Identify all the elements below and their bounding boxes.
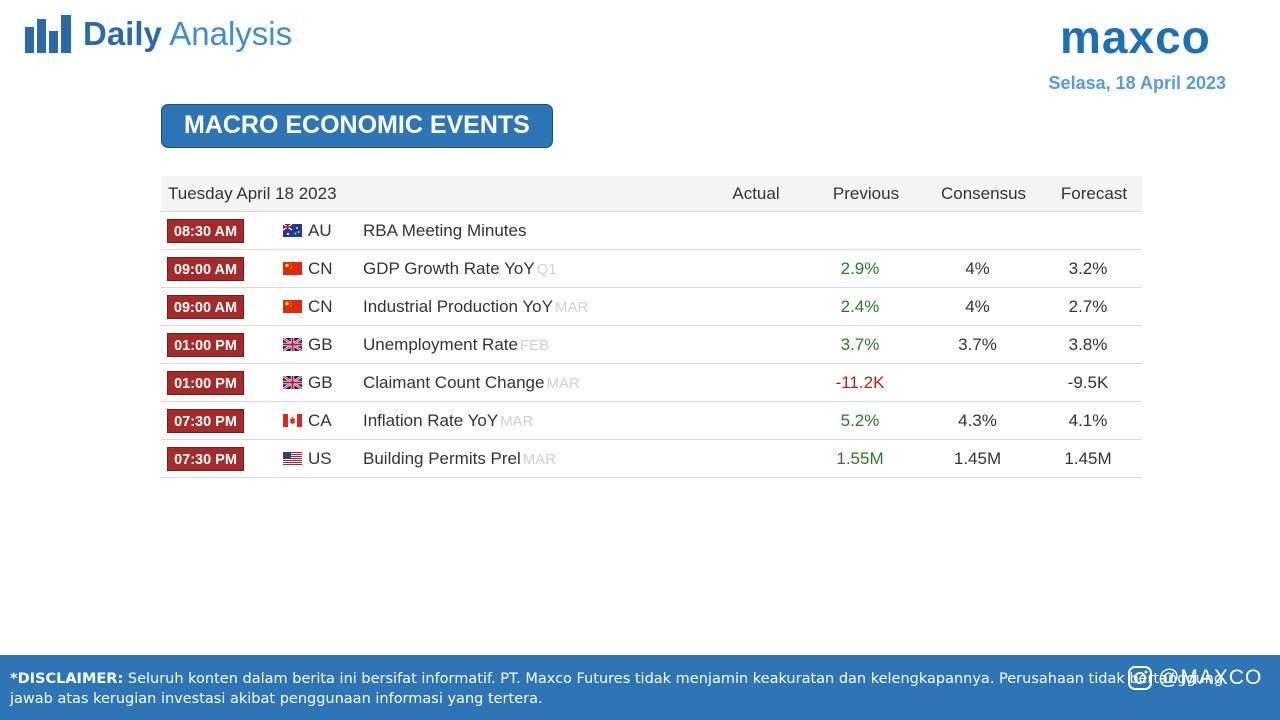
event-previous: 3.7% bbox=[840, 334, 880, 354]
social-handle[interactable]: @MAXCO bbox=[1158, 666, 1263, 689]
event-country: CN bbox=[283, 259, 363, 279]
event-row: 09:00 AM CN GDP Growth Rate YoY Q1 2.9% 4% 3.2… bbox=[161, 250, 1142, 288]
disclaimer: *DISCLAIMER: Seluruh konten dalam berita… bbox=[10, 669, 1225, 709]
event-row: 09:00 AM CN Industrial Production YoY MAR 2.… bbox=[161, 288, 1142, 326]
event-country: US bbox=[283, 449, 363, 469]
event-row: 08:30 AM AU RBA Meeting Minutes bbox=[161, 212, 1142, 250]
event-forecast: 3.8% bbox=[1068, 334, 1108, 354]
table-body: 08:30 AM AU RBA Meeting Minutes 09:00 AM CN G… bbox=[161, 212, 1142, 478]
event-time-badge: 01:00 PM bbox=[167, 370, 244, 395]
event-time-badge: 08:30 AM bbox=[167, 218, 244, 243]
country-code: AU bbox=[308, 220, 332, 240]
event-time-badge: 01:00 PM bbox=[167, 332, 244, 357]
country-code: CN bbox=[308, 296, 333, 316]
event-consensus: 1.45M bbox=[953, 448, 1002, 468]
event-row: 01:00 PM GB Unemployment Rate FEB 3.7% 3.7% 3.… bbox=[161, 326, 1142, 364]
cn-flag-icon bbox=[283, 300, 302, 313]
event-country: CA bbox=[283, 411, 363, 431]
disclaimer-label: *DISCLAIMER: bbox=[10, 671, 124, 687]
event-name: Claimant Count Change MAR bbox=[363, 373, 695, 393]
table-header: Tuesday April 18 2023 Actual Previous Co… bbox=[161, 176, 1142, 212]
event-title: Unemployment Rate bbox=[363, 334, 518, 354]
section-title-badge: MACRO ECONOMIC EVENTS bbox=[161, 104, 553, 148]
event-consensus: 4% bbox=[965, 258, 990, 278]
event-forecast: 3.2% bbox=[1068, 258, 1108, 278]
country-code: GB bbox=[308, 334, 333, 354]
gb-flag-icon bbox=[283, 376, 302, 389]
daily-analysis-brand: Daily Analysis bbox=[25, 14, 292, 54]
bar-chart-logo-icon bbox=[25, 15, 71, 53]
event-country: CN bbox=[283, 297, 363, 317]
gb-flag-icon bbox=[283, 338, 302, 351]
column-header-consensus: Consensus bbox=[940, 183, 1027, 203]
event-time-badge: 09:00 AM bbox=[167, 294, 244, 319]
brand-title-light: Analysis bbox=[169, 15, 293, 52]
event-name: Industrial Production YoY MAR bbox=[363, 297, 695, 317]
event-row: 01:00 PM GB Claimant Count Change MAR -11.2K… bbox=[161, 364, 1142, 402]
event-title: Claimant Count Change bbox=[363, 372, 545, 392]
event-period: Q1 bbox=[536, 260, 557, 278]
event-forecast: 1.45M bbox=[1064, 448, 1112, 468]
event-country: GB bbox=[283, 373, 363, 393]
event-name: RBA Meeting Minutes bbox=[363, 221, 695, 241]
event-country: GB bbox=[283, 335, 363, 355]
event-country: AU bbox=[283, 221, 363, 241]
column-header-previous: Previous bbox=[832, 183, 900, 203]
event-previous: 2.4% bbox=[840, 296, 880, 316]
event-title: Industrial Production YoY bbox=[363, 296, 553, 316]
event-forecast: 2.7% bbox=[1068, 296, 1108, 316]
event-period: MAR bbox=[500, 412, 534, 430]
event-name: Inflation Rate YoY MAR bbox=[363, 411, 695, 431]
event-previous: 2.9% bbox=[840, 258, 880, 278]
cn-flag-icon bbox=[283, 262, 302, 275]
brand-title-bold: Daily bbox=[83, 15, 162, 52]
event-period: MAR bbox=[522, 450, 557, 468]
event-consensus: 4.3% bbox=[958, 410, 997, 430]
country-code: US bbox=[308, 448, 332, 468]
event-consensus: 4% bbox=[965, 296, 990, 316]
brand-title: Daily Analysis bbox=[83, 14, 292, 54]
maxco-logo: maxco bbox=[1060, 11, 1211, 63]
event-title: RBA Meeting Minutes bbox=[363, 220, 527, 240]
event-row: 07:30 PM US Building Permits Prel MAR 1.55M 1… bbox=[161, 440, 1142, 478]
disclaimer-text: Seluruh konten dalam berita ini bersifat… bbox=[10, 671, 1224, 707]
event-title: Inflation Rate YoY bbox=[363, 410, 499, 430]
event-forecast: -9.5K bbox=[1067, 372, 1109, 392]
event-period: MAR bbox=[554, 298, 589, 316]
event-title: GDP Growth Rate YoY bbox=[363, 258, 535, 278]
event-previous: -11.2K bbox=[835, 372, 885, 392]
event-time-badge: 07:30 PM bbox=[167, 446, 244, 471]
country-code: GB bbox=[308, 372, 333, 392]
social-handle-block: @MAXCO bbox=[1128, 665, 1262, 691]
event-previous: 5.2% bbox=[840, 410, 880, 430]
facebook-instagram-icon bbox=[1128, 666, 1152, 690]
country-code: CN bbox=[308, 258, 333, 278]
event-time-badge: 09:00 AM bbox=[167, 256, 244, 281]
country-code: CA bbox=[308, 410, 332, 430]
au-flag-icon bbox=[283, 224, 302, 237]
event-name: Unemployment Rate FEB bbox=[363, 335, 695, 355]
event-period: FEB bbox=[519, 336, 550, 354]
ca-flag-icon bbox=[283, 414, 302, 427]
event-period: MAR bbox=[546, 374, 580, 392]
event-previous: 1.55M bbox=[836, 448, 884, 468]
event-consensus: 3.7% bbox=[958, 334, 997, 354]
event-name: GDP Growth Rate YoY Q1 bbox=[363, 259, 695, 279]
report-date: Selasa, 18 April 2023 bbox=[1048, 73, 1226, 93]
event-time-badge: 07:30 PM bbox=[167, 408, 244, 433]
event-row: 07:30 PM CA Inflation Rate YoY MAR 5.2% 4.3% 4… bbox=[161, 402, 1142, 440]
event-name: Building Permits Prel MAR bbox=[363, 449, 695, 469]
column-header-forecast: Forecast bbox=[1060, 183, 1128, 203]
event-forecast: 4.1% bbox=[1068, 410, 1108, 430]
disclaimer-footer: *DISCLAIMER: Seluruh konten dalam berita… bbox=[0, 655, 1280, 720]
us-flag-icon bbox=[283, 452, 302, 465]
economic-events-table: Tuesday April 18 2023 Actual Previous Co… bbox=[161, 176, 1142, 478]
column-header-actual: Actual bbox=[732, 183, 780, 203]
event-title: Building Permits Prel bbox=[363, 448, 521, 468]
table-date-header: Tuesday April 18 2023 bbox=[168, 183, 337, 203]
